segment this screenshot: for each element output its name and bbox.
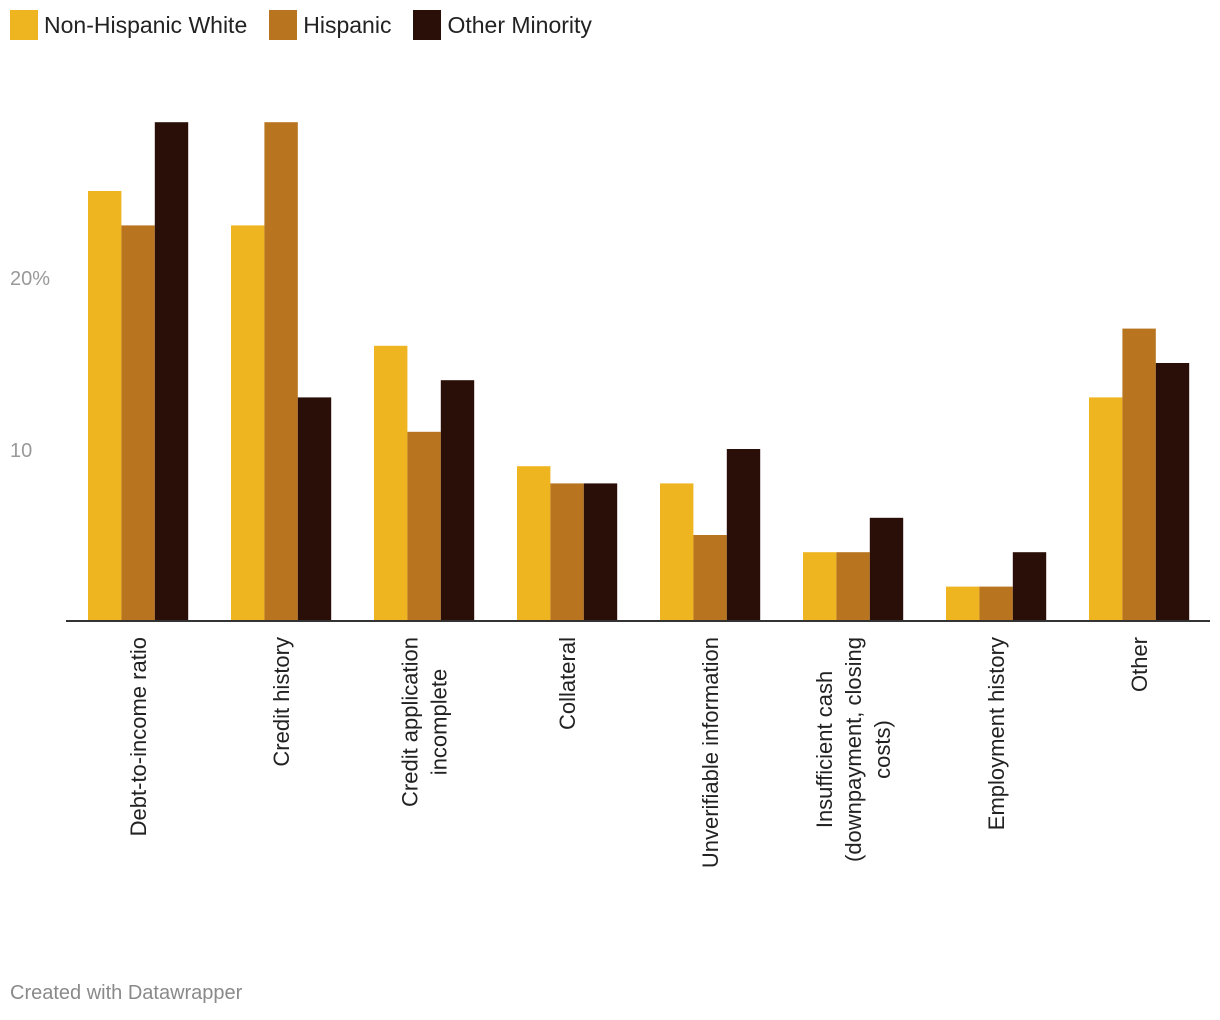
bar-4-1 xyxy=(693,535,727,621)
bar-1-0 xyxy=(231,225,265,621)
bar-3-2 xyxy=(583,483,618,621)
bar-7-1 xyxy=(1122,328,1156,621)
bar-4-0 xyxy=(660,483,694,621)
legend-label-hispanic: Hispanic xyxy=(303,11,392,38)
category-label-2: Credit application incomplete xyxy=(398,637,452,807)
category-label-5: Insufficient cash (downpayment, closing co… xyxy=(812,637,895,862)
legend-item-hispanic: Hispanic xyxy=(269,10,391,40)
bar-5-1 xyxy=(836,552,870,621)
legend-swatch-hispanic xyxy=(269,10,298,40)
legend-item-non-hispanic-white: Non-Hispanic White xyxy=(10,10,247,40)
bar-0-0 xyxy=(88,191,122,621)
category-label-0: Debt-to-income ratio xyxy=(126,637,151,836)
category-label-6: Employment history xyxy=(984,637,1009,830)
bar-1-2 xyxy=(297,397,332,621)
bar-1-1 xyxy=(264,122,298,621)
legend-item-other-minority: Other Minority xyxy=(413,10,592,40)
bar-4-2 xyxy=(726,449,761,621)
bar-6-1 xyxy=(979,586,1013,621)
bar-5-0 xyxy=(803,552,837,621)
bar-6-2 xyxy=(1012,552,1047,621)
bar-6-0 xyxy=(946,586,980,621)
datawrapper-credit: Created with Datawrapper xyxy=(10,982,243,1004)
category-label-3: Collateral xyxy=(555,637,580,730)
bar-3-0 xyxy=(517,466,551,621)
bar-7-2 xyxy=(1155,363,1190,621)
bar-2-2 xyxy=(440,380,475,621)
category-label-7: Other xyxy=(1127,637,1152,692)
legend-swatch-non-hispanic-white xyxy=(10,10,38,40)
bar-2-0 xyxy=(374,345,408,621)
y-tick-label-20: 20% xyxy=(10,268,50,290)
legend-label-other-minority: Other Minority xyxy=(447,11,592,38)
y-tick-label-10: 10 xyxy=(10,440,32,462)
bar-3-1 xyxy=(550,483,584,621)
legend-label-non-hispanic-white: Non-Hispanic White xyxy=(44,11,248,38)
bar-0-1 xyxy=(121,225,155,621)
category-label-1: Credit history xyxy=(269,637,294,767)
bar-2-1 xyxy=(407,431,441,621)
bar-0-2 xyxy=(154,122,189,621)
legend: Non-Hispanic White Hispanic Other Minori… xyxy=(10,10,614,40)
bar-5-2 xyxy=(869,517,904,621)
category-label-4: Unverifiable information xyxy=(698,637,723,868)
bar-7-0 xyxy=(1089,397,1123,621)
legend-swatch-other-minority xyxy=(413,10,442,40)
